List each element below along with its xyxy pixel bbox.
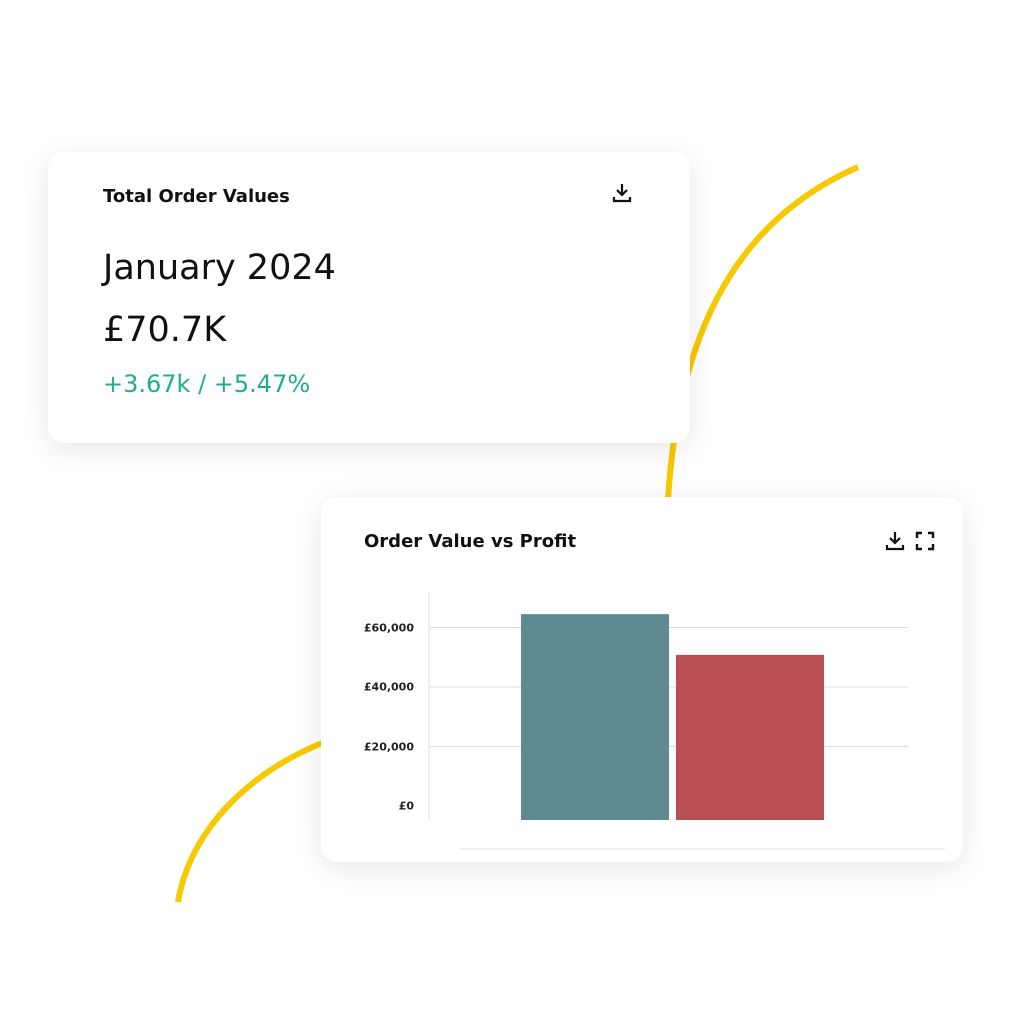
y-tick-label: £20,000	[363, 740, 414, 753]
download-icon[interactable]	[884, 530, 906, 556]
total-order-values-card: Total Order Values January 2024 £70.7K +…	[48, 152, 690, 443]
change-indicator: +3.67k / +5.47%	[103, 370, 311, 398]
bar-chart	[428, 592, 945, 850]
total-amount: £70.7K	[103, 310, 227, 350]
y-tick-label: £0	[398, 799, 414, 813]
bar-series-2	[676, 654, 824, 820]
card-title: Total Order Values	[103, 186, 290, 207]
chart-title: Order Value vs Profit	[364, 531, 577, 552]
period-label: January 2024	[103, 248, 336, 288]
order-value-vs-profit-card: Order Value vs Profit £0 £20,000 £40,000 £6…	[321, 497, 963, 862]
expand-icon[interactable]	[915, 531, 935, 555]
download-icon[interactable]	[611, 182, 633, 208]
y-tick-label: £40,000	[363, 680, 414, 694]
bar-series-1	[521, 614, 669, 820]
y-tick-label: £60,000	[363, 621, 414, 634]
